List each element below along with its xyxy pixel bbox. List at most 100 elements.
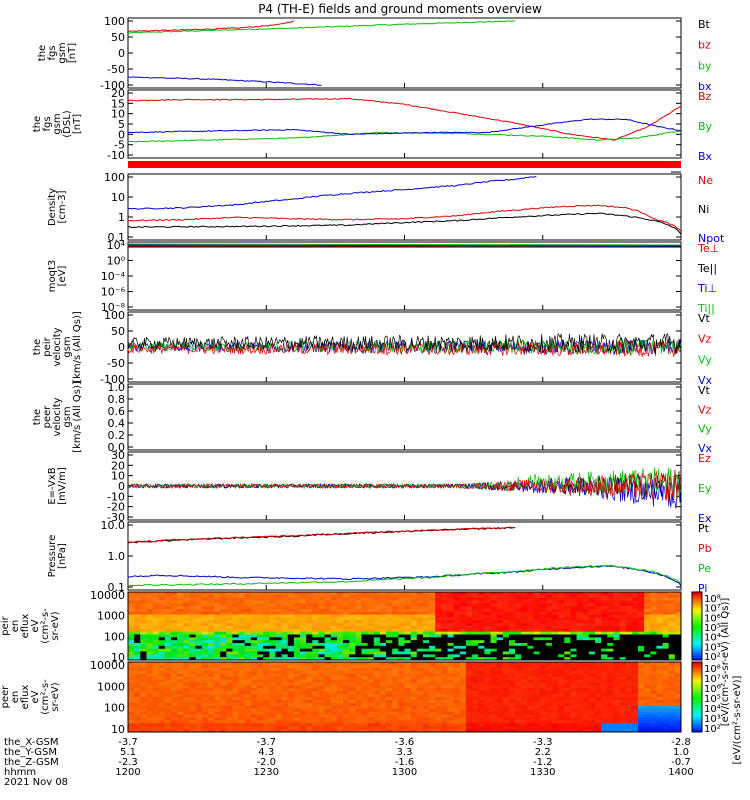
spectrogram-cell xyxy=(312,729,319,733)
spectrogram-cell xyxy=(551,651,559,655)
spectrogram-cell xyxy=(189,620,197,624)
spectrogram-cell xyxy=(367,631,375,635)
spectrogram-cell xyxy=(238,617,246,621)
spectrogram-cell xyxy=(422,685,430,689)
spectrogram-cell xyxy=(404,592,412,596)
spectrogram-cell xyxy=(250,645,258,650)
spectrogram-cell xyxy=(287,705,295,710)
spectrogram-cell xyxy=(637,643,645,647)
spectrogram-cell xyxy=(644,597,651,601)
spectrogram-cell xyxy=(275,720,283,724)
spectrogram-cell xyxy=(330,594,338,599)
spectrogram-cell xyxy=(300,682,307,686)
spectrogram-cell xyxy=(379,657,387,661)
spectrogram-cell xyxy=(508,657,516,661)
spectrogram-cell xyxy=(416,723,424,727)
spectrogram-cell xyxy=(293,697,301,701)
spectrogram-cell xyxy=(668,654,676,658)
spectrogram-cell xyxy=(330,631,338,635)
spectrogram-cell xyxy=(128,640,135,644)
spectrogram-cell xyxy=(386,643,393,647)
spectrogram-cell xyxy=(293,648,301,652)
spectrogram-cell xyxy=(410,670,418,675)
spectrogram-cell xyxy=(349,628,356,633)
legend-entry: Vz xyxy=(698,403,712,416)
spectrogram-cell xyxy=(508,651,516,655)
spectrogram-cell xyxy=(607,670,614,675)
spectrogram-cell xyxy=(275,597,283,601)
spectrogram-cell xyxy=(281,597,289,601)
spectrogram-cell xyxy=(447,720,455,724)
spectrogram-cell xyxy=(318,676,326,680)
spectrogram-cell xyxy=(232,634,240,638)
spectrogram-cell xyxy=(244,720,252,724)
spectrogram-cell xyxy=(594,717,602,721)
legend-entry: Te⊥ xyxy=(697,242,719,255)
legend-entry: Ex xyxy=(698,512,712,525)
spectrogram-cell xyxy=(257,651,264,655)
spectrogram-cell xyxy=(146,676,154,680)
spectrogram-cell xyxy=(183,682,190,686)
spectrogram-cell xyxy=(508,708,516,713)
spectrogram-cell xyxy=(625,699,633,704)
spectrogram-cell xyxy=(306,720,313,724)
spectrogram-cell xyxy=(404,670,412,675)
spectrogram-cell xyxy=(189,606,197,610)
spectrogram-cell xyxy=(373,694,381,698)
spectrogram-cell xyxy=(275,623,283,627)
spectrogram-cell xyxy=(656,600,664,604)
spectrogram-cell xyxy=(662,685,670,689)
spectrogram-cell xyxy=(582,623,590,627)
spectrogram-cell xyxy=(539,600,547,604)
spectrogram-cell xyxy=(379,685,387,689)
spectrogram-cell xyxy=(576,667,584,672)
spectrogram-cell xyxy=(189,628,197,633)
spectrogram-cell xyxy=(257,597,264,601)
spectrogram-cell xyxy=(300,600,307,604)
spectrogram-cell xyxy=(300,614,307,618)
spectrogram-cell xyxy=(189,726,197,730)
spectrogram-cell xyxy=(293,720,301,724)
spectrogram-cell xyxy=(613,634,621,638)
spectrogram-cell xyxy=(441,634,449,638)
spectrogram-cell xyxy=(472,606,479,610)
spectrogram-cell xyxy=(429,720,436,724)
spectrogram-cell xyxy=(367,643,375,647)
spectrogram-cell xyxy=(367,614,375,618)
spectrogram-cell xyxy=(582,614,590,618)
spectrogram-cell xyxy=(453,699,461,704)
spectrogram-cell xyxy=(453,673,461,678)
spectrogram-cell xyxy=(594,705,602,710)
spectrogram-cell xyxy=(386,667,393,672)
spectrogram-cell xyxy=(601,729,608,733)
spectrogram-cell xyxy=(158,640,166,644)
spectrogram-cell xyxy=(214,600,221,604)
spectrogram-cell xyxy=(613,592,621,596)
spectrogram-cell xyxy=(502,714,510,718)
spectrogram-cell xyxy=(674,723,682,727)
spectrogram-cell xyxy=(232,597,240,601)
spectrogram-cell xyxy=(644,723,651,727)
spectrogram-cell xyxy=(226,694,233,698)
spectrogram-cell xyxy=(355,664,362,669)
spectrogram-cell xyxy=(392,603,399,607)
spectrogram-cell xyxy=(545,620,553,624)
spectrogram-cell xyxy=(435,606,442,610)
spectrogram-cell xyxy=(293,597,301,601)
spectrogram-cell xyxy=(312,626,319,630)
spectrogram-cell xyxy=(226,720,233,724)
spectrogram-cell xyxy=(238,714,246,718)
colorbar-segment xyxy=(692,701,702,705)
spectrogram-cell xyxy=(564,637,571,641)
spectrogram-cell xyxy=(594,720,602,724)
spectrogram-cell xyxy=(232,651,240,655)
spectrogram-cell xyxy=(349,702,356,707)
legend-entry: Pi xyxy=(698,582,707,595)
spectrogram-cell xyxy=(373,637,381,641)
spectrogram-cell xyxy=(343,685,350,689)
spectrogram-cell xyxy=(459,631,467,635)
spectrogram-cell xyxy=(183,729,190,733)
spectrogram-cell xyxy=(373,664,381,669)
spectrogram-cell xyxy=(207,643,215,647)
